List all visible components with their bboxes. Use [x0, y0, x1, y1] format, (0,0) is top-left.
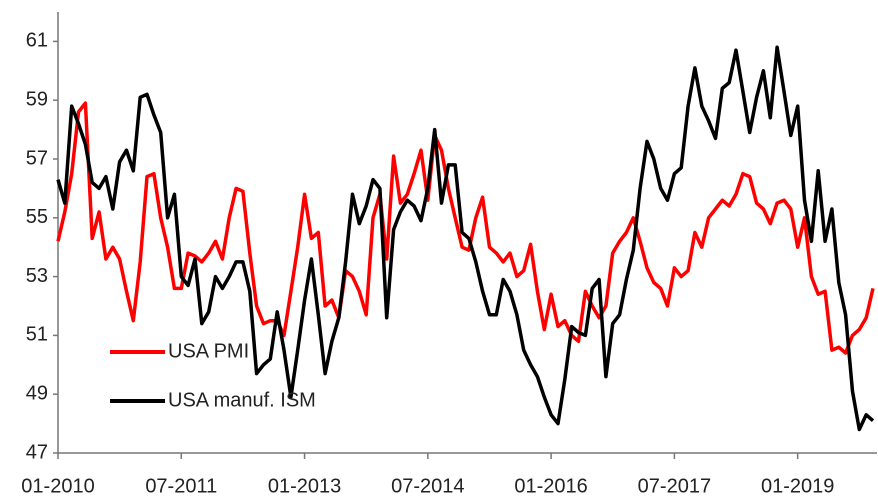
x-tick-label: 01-2019 [761, 475, 834, 497]
x-tick-label: 01-2010 [21, 475, 94, 497]
y-tick-label: 47 [26, 441, 48, 463]
x-tick-label: 07-2017 [638, 475, 711, 497]
y-tick-label: 57 [26, 147, 48, 169]
y-tick-label: 49 [26, 382, 48, 404]
y-tick-label: 53 [26, 265, 48, 287]
y-tick-label: 51 [26, 324, 48, 346]
x-tick-label: 01-2013 [268, 475, 341, 497]
x-tick-label: 01-2016 [514, 475, 587, 497]
series-line [56, 101, 875, 355]
legend-label: USA manuf. ISM [168, 389, 316, 411]
x-tick-label: 07-2014 [391, 475, 464, 497]
legend-label: USA PMI [168, 340, 249, 362]
y-tick-label: 55 [26, 206, 48, 228]
y-tick-label: 61 [26, 30, 48, 52]
y-tick-label: 59 [26, 88, 48, 110]
series-line [56, 45, 875, 432]
x-tick-label: 07-2011 [145, 475, 217, 497]
